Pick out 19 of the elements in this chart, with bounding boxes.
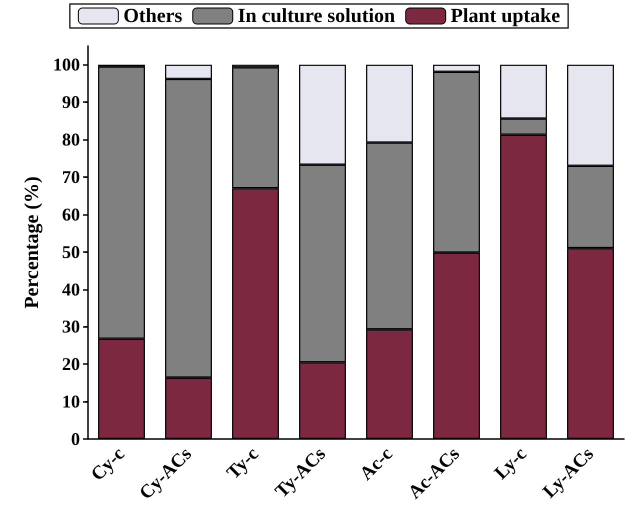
y-tick-label: 100 — [53, 54, 80, 75]
y-tick-label: 60 — [62, 204, 80, 224]
y-tick-label: 80 — [62, 130, 80, 150]
y-tick-label: 30 — [62, 316, 80, 337]
legend-label: Others — [123, 5, 182, 27]
x-tick-label: Ac-c — [356, 444, 397, 485]
legend-label: Plant uptake — [450, 5, 560, 27]
y-tick-label: 50 — [62, 242, 80, 262]
y-tick-label: 20 — [62, 354, 80, 374]
y-tick-label: 10 — [62, 392, 80, 412]
x-tick-label: Cy-c — [87, 444, 129, 486]
y-tick-label: 70 — [62, 167, 80, 187]
legend-label: In culture solution — [238, 5, 396, 27]
y-tick-label: 40 — [62, 279, 80, 300]
x-tick-label: Ty-c — [222, 444, 263, 484]
y-tick-label: 0 — [71, 429, 80, 449]
y-axis-title: Percentage (%) — [21, 176, 44, 309]
x-tick-label: Ly-c — [490, 444, 531, 484]
y-tick-label: 90 — [62, 92, 80, 112]
